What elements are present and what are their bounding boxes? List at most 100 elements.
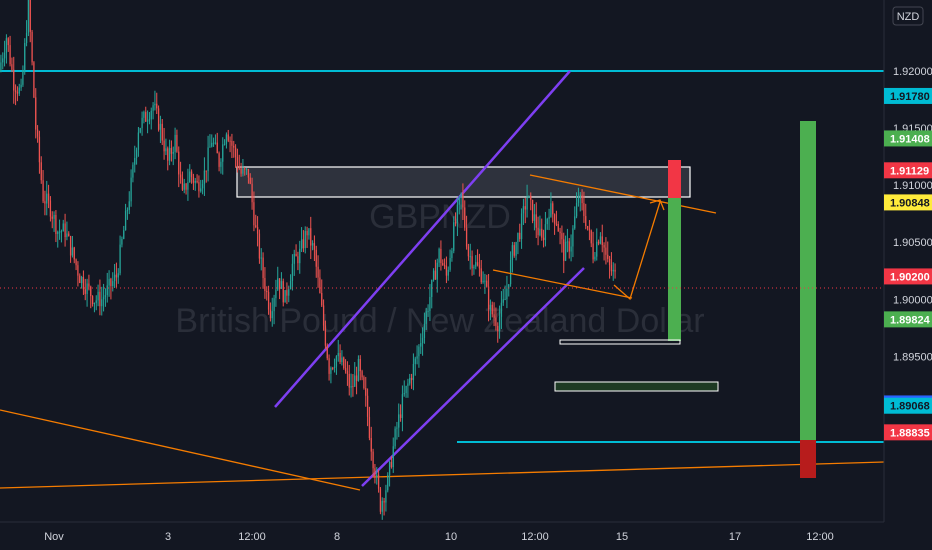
candle-body [97, 291, 99, 301]
candle-body [517, 232, 519, 242]
projection-path[interactable] [613, 201, 661, 301]
candle-body [555, 223, 558, 225]
candle-body [451, 250, 453, 259]
candle-body [478, 265, 481, 269]
candle-body [381, 501, 383, 512]
candle-body [16, 92, 19, 94]
wedge-lower-line[interactable] [492, 269, 633, 299]
candle-body [528, 195, 530, 198]
candle-body [27, 0, 30, 33]
candle-body [431, 279, 433, 297]
long-target-zone[interactable] [800, 121, 816, 440]
candle-body [273, 298, 275, 312]
candle-body [487, 286, 490, 310]
candle-body [62, 223, 64, 232]
candle-body [570, 246, 572, 252]
wedge-upper-line[interactable] [529, 174, 717, 214]
time-tick-label: 3 [165, 531, 171, 543]
candle-body [277, 278, 279, 290]
candle-body [192, 177, 195, 183]
candle-body [258, 233, 261, 259]
candle-body [55, 214, 57, 235]
candle-body [218, 153, 220, 167]
candle-body [542, 237, 545, 241]
candle-body [520, 213, 523, 240]
candle-body [572, 228, 574, 247]
candle-body [13, 69, 15, 91]
candle-body [539, 228, 541, 236]
candle-body [577, 198, 580, 203]
candle-body [183, 183, 185, 190]
short-stop-zone[interactable] [668, 160, 681, 198]
candle-body [574, 216, 576, 229]
candle-body [220, 161, 222, 167]
target-marker-1[interactable] [559, 339, 681, 345]
candle-body [9, 45, 11, 65]
candle-body [178, 151, 180, 175]
candle-body [553, 214, 556, 224]
target-marker-2[interactable] [554, 381, 719, 392]
candle-body [152, 105, 154, 111]
candle-body [475, 262, 477, 267]
price-tag [884, 424, 932, 441]
candle-body [38, 136, 41, 163]
candle-body [610, 265, 613, 272]
candle-body [465, 227, 468, 247]
candle-body [427, 310, 429, 312]
candle-body [326, 345, 328, 359]
candle-body [317, 266, 319, 278]
candle-body [535, 214, 537, 228]
candle-body [467, 246, 470, 257]
candle-body [40, 162, 42, 181]
candle-body [445, 265, 448, 276]
price-tag-label: 1.89068 [890, 401, 930, 413]
candle-body [361, 371, 363, 378]
candle-body [214, 142, 217, 144]
candle-body [66, 233, 68, 238]
candle-body [447, 269, 449, 276]
candle-body [189, 171, 191, 183]
time-scale[interactable]: Nov 3 12:00 8 10 12:00 15 17 12:00 [0, 521, 932, 550]
candle-body [370, 438, 372, 452]
candle-body [174, 134, 176, 152]
candle-body [245, 168, 248, 170]
candle-body [476, 262, 479, 266]
candle-body [594, 256, 596, 260]
candle-body [95, 300, 97, 303]
candle-body [51, 216, 53, 219]
candle-body [500, 302, 503, 317]
projection-arrowhead [649, 199, 665, 211]
channel-lower-line[interactable] [361, 267, 585, 487]
price-scale[interactable]: NZD 1.920001.915001.910001.905001.900001… [883, 0, 932, 522]
price-tick-label: 1.89500 [893, 351, 932, 363]
long-stop-zone[interactable] [800, 440, 816, 478]
candle-body [319, 277, 321, 293]
candle-body [295, 253, 297, 257]
candle-body [80, 277, 83, 284]
candle-body [399, 414, 402, 418]
price-tag [884, 397, 932, 414]
candle-body [117, 273, 119, 278]
time-tick-label: 12:00 [238, 531, 266, 543]
candle-body [385, 490, 387, 503]
candle-body [425, 311, 427, 324]
ascending-trendline[interactable] [0, 461, 885, 489]
price-tag-label: 1.91780 [890, 91, 930, 103]
candle-body [608, 258, 611, 266]
candle-body [418, 346, 420, 357]
time-tick-label: 8 [334, 531, 340, 543]
candle-body [482, 280, 484, 283]
currency-badge[interactable] [892, 6, 924, 26]
channel-upper-line[interactable] [274, 70, 571, 408]
descending-trendline[interactable] [0, 409, 361, 491]
candle-body [372, 451, 374, 469]
short-target-zone[interactable] [668, 198, 681, 341]
candle-body [194, 180, 196, 183]
candle-body [0, 62, 2, 71]
candle-body [324, 325, 327, 346]
candle-body [456, 204, 459, 223]
candle-body [275, 289, 277, 299]
candle-body [612, 269, 614, 272]
